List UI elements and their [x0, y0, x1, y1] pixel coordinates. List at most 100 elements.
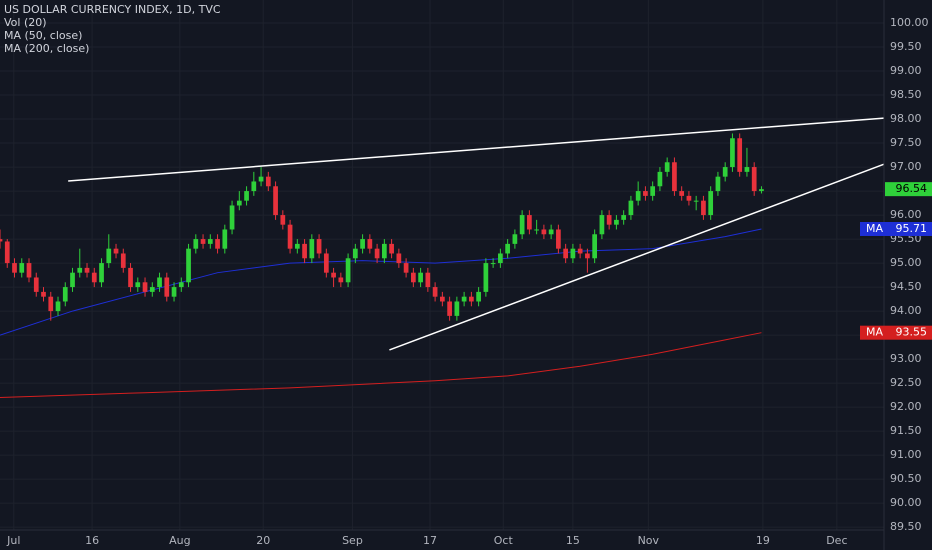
- candle-body: [258, 176, 264, 182]
- candle-body: [403, 263, 409, 273]
- candle-body: [345, 258, 351, 283]
- x-tick-label: 15: [566, 534, 580, 547]
- x-tick-label: Aug: [169, 534, 190, 547]
- candle-body: [476, 291, 481, 302]
- y-tick-label: 98.00: [890, 112, 922, 125]
- candle-body: [483, 263, 489, 292]
- candle-body: [570, 248, 576, 259]
- candle-body: [251, 181, 257, 192]
- y-tick-label: 91.00: [890, 448, 922, 461]
- ma-value-label: 93.55: [896, 326, 928, 339]
- chart-title: US DOLLAR CURRENCY INDEX, 1D, TVC: [4, 3, 221, 16]
- candle-body: [432, 287, 438, 297]
- candle-body: [0, 239, 3, 242]
- candle-body: [157, 277, 162, 288]
- candle-body: [418, 272, 423, 283]
- candle-body: [367, 239, 373, 249]
- candle-body: [440, 296, 445, 302]
- candle-body: [55, 301, 61, 312]
- trendline: [68, 117, 885, 182]
- candle-body: [128, 267, 133, 288]
- candle-body: [338, 277, 344, 283]
- last-price-label: 96.54: [896, 182, 928, 195]
- candle-body: [77, 267, 83, 273]
- y-tick-label: 90.50: [890, 472, 922, 485]
- y-tick-label: 100.00: [890, 16, 929, 29]
- y-tick-label: 96.00: [890, 208, 922, 221]
- candle-body: [186, 248, 191, 283]
- candle-body: [650, 186, 656, 196]
- candle-body: [120, 253, 126, 268]
- candle-body: [701, 200, 706, 216]
- candle-body: [577, 248, 583, 254]
- candle-body: [302, 243, 307, 259]
- candle-body: [657, 171, 663, 187]
- candle-body: [236, 200, 242, 206]
- candle-body: [534, 229, 539, 231]
- y-tick-label: 99.50: [890, 40, 922, 53]
- x-tick-label: 19: [756, 534, 770, 547]
- candle-body: [215, 239, 220, 249]
- y-tick-label: 93.00: [890, 352, 922, 365]
- candle-body: [265, 176, 271, 187]
- y-tick-label: 94.50: [890, 280, 922, 293]
- candle-body: [62, 287, 68, 302]
- candle-body: [490, 263, 496, 265]
- y-tick-label: 90.00: [890, 496, 922, 509]
- candle-body: [541, 229, 547, 235]
- candle-body: [722, 167, 728, 177]
- candle-body: [686, 195, 692, 201]
- candle-body: [730, 138, 735, 168]
- ma-price-box: [860, 325, 932, 340]
- candle-body: [606, 215, 612, 225]
- candle-body: [135, 282, 141, 288]
- ma-price-box: [860, 221, 932, 236]
- y-tick-label: 89.50: [890, 520, 922, 533]
- candle-body: [447, 301, 452, 316]
- candle-body: [635, 191, 641, 201]
- candle-body: [599, 215, 605, 235]
- candle-body: [715, 176, 721, 192]
- x-tick-label: Jul: [6, 534, 20, 547]
- indicator-legend: MA (50, close): [4, 29, 82, 42]
- y-tick-label: 92.50: [890, 376, 922, 389]
- candle-body: [316, 239, 322, 254]
- y-tick-label: 94.00: [890, 304, 922, 317]
- candle-body: [207, 239, 213, 244]
- candle-body: [708, 191, 714, 216]
- candle-body: [592, 234, 598, 259]
- candle-body: [512, 234, 518, 244]
- y-tick-label: 97.50: [890, 136, 922, 149]
- last-price-box: [885, 182, 932, 197]
- x-tick-label: 17: [423, 534, 437, 547]
- candle-body: [273, 186, 278, 216]
- candle-body: [693, 200, 699, 202]
- candle-body: [672, 162, 677, 192]
- candle-body: [287, 224, 293, 249]
- x-tick-label: Sep: [342, 534, 363, 547]
- indicator-legend: Vol (20): [4, 16, 47, 29]
- candle-body: [352, 248, 358, 259]
- candle-body: [91, 272, 97, 283]
- candle-body: [48, 296, 54, 312]
- candle-body: [193, 239, 199, 249]
- candle-body: [505, 243, 510, 254]
- candle-body: [149, 287, 155, 292]
- y-tick-label: 99.00: [890, 64, 922, 77]
- candle-body: [469, 296, 474, 302]
- candle-body: [381, 243, 387, 259]
- candle-body: [425, 272, 431, 288]
- candle-body: [200, 239, 206, 244]
- candle-body: [563, 248, 569, 259]
- candle-body: [222, 229, 228, 249]
- candle-body: [628, 200, 634, 216]
- candle-body: [389, 243, 394, 254]
- candle-body: [280, 215, 286, 225]
- y-tick-label: 91.50: [890, 424, 922, 437]
- candle-body: [519, 215, 525, 235]
- candle-body: [33, 277, 39, 292]
- y-tick-label: 97.00: [890, 160, 922, 173]
- indicator-legend: MA (200, close): [4, 42, 89, 55]
- candle-body: [26, 263, 32, 278]
